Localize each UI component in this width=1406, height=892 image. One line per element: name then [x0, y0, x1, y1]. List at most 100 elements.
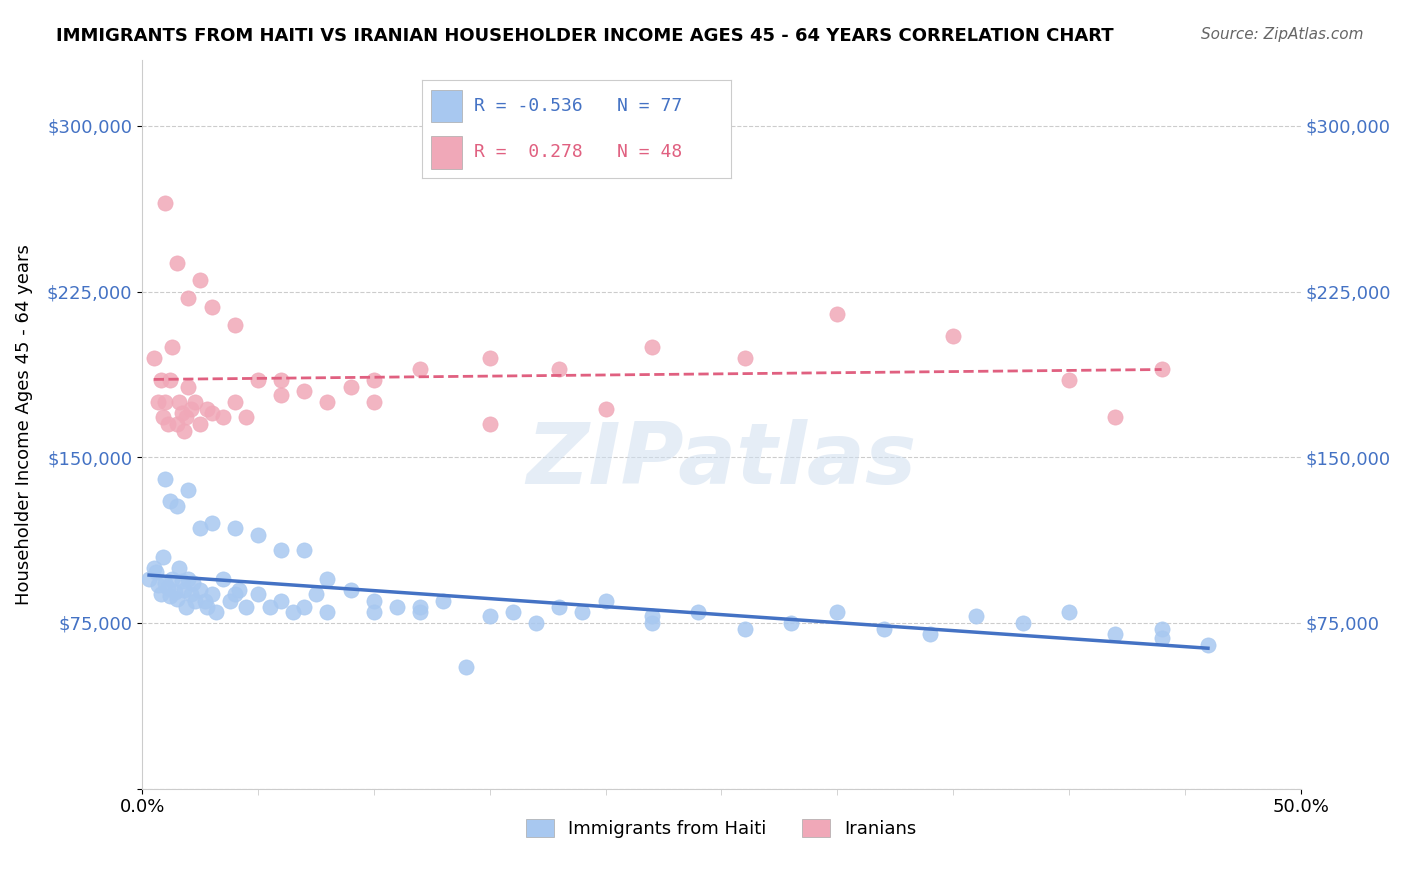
- Point: [167, 560, 190, 574]
- Point: [180, 401, 202, 416]
- Point: [502, 605, 524, 619]
- Point: [965, 609, 987, 624]
- Point: [224, 318, 246, 332]
- Point: [166, 591, 188, 606]
- Point: [270, 388, 292, 402]
- Point: [235, 410, 257, 425]
- Point: [224, 521, 246, 535]
- Point: [177, 291, 200, 305]
- Point: [918, 627, 941, 641]
- Point: [1197, 638, 1219, 652]
- Point: [174, 600, 197, 615]
- Point: [595, 401, 617, 416]
- Point: [246, 373, 269, 387]
- Point: [548, 362, 571, 376]
- Point: [1011, 615, 1033, 630]
- Point: [201, 300, 224, 314]
- Point: [363, 594, 385, 608]
- Point: [734, 351, 756, 365]
- Point: [688, 605, 710, 619]
- Point: [148, 578, 170, 592]
- Point: [305, 587, 328, 601]
- Point: [166, 499, 188, 513]
- Point: [641, 340, 664, 354]
- Text: IMMIGRANTS FROM HAITI VS IRANIAN HOUSEHOLDER INCOME AGES 45 - 64 YEARS CORRELATI: IMMIGRANTS FROM HAITI VS IRANIAN HOUSEHO…: [56, 27, 1114, 45]
- Point: [1104, 627, 1126, 641]
- Point: [942, 328, 965, 343]
- Text: R = -0.536: R = -0.536: [474, 97, 583, 115]
- Point: [219, 594, 242, 608]
- Point: [212, 572, 235, 586]
- Point: [224, 587, 246, 601]
- Point: [149, 587, 172, 601]
- Point: [1057, 605, 1080, 619]
- Point: [138, 572, 160, 586]
- Text: N = 77: N = 77: [617, 97, 682, 115]
- Point: [142, 351, 165, 365]
- Point: [181, 576, 204, 591]
- Point: [246, 527, 269, 541]
- Point: [188, 273, 211, 287]
- Point: [432, 594, 454, 608]
- Point: [641, 609, 664, 624]
- Point: [456, 660, 478, 674]
- Point: [184, 395, 207, 409]
- Point: [180, 587, 202, 601]
- Text: ZIPatlas: ZIPatlas: [526, 419, 917, 502]
- Point: [363, 395, 385, 409]
- Point: [409, 600, 432, 615]
- Point: [212, 410, 235, 425]
- Point: [339, 582, 361, 597]
- Legend: Immigrants from Haiti, Iranians: Immigrants from Haiti, Iranians: [519, 812, 924, 845]
- Point: [159, 494, 181, 508]
- Point: [156, 417, 179, 431]
- Point: [152, 410, 174, 425]
- Point: [316, 605, 339, 619]
- Point: [170, 406, 193, 420]
- Point: [571, 605, 593, 619]
- Point: [228, 582, 250, 597]
- Point: [174, 410, 197, 425]
- Point: [155, 576, 177, 591]
- Point: [177, 483, 200, 498]
- Point: [195, 600, 218, 615]
- Point: [281, 605, 304, 619]
- Point: [825, 307, 848, 321]
- Point: [409, 362, 432, 376]
- Text: N = 48: N = 48: [617, 144, 682, 161]
- Point: [201, 516, 224, 531]
- Point: [205, 605, 228, 619]
- Point: [292, 384, 315, 398]
- Point: [292, 600, 315, 615]
- Point: [1057, 373, 1080, 387]
- Point: [292, 543, 315, 558]
- Point: [163, 585, 186, 599]
- Point: [548, 600, 571, 615]
- Point: [1150, 362, 1173, 376]
- Point: [142, 560, 165, 574]
- Point: [152, 549, 174, 564]
- Point: [156, 581, 179, 595]
- Point: [155, 395, 177, 409]
- Point: [1150, 632, 1173, 646]
- Point: [166, 417, 188, 431]
- Point: [201, 406, 224, 420]
- Point: [166, 256, 188, 270]
- Point: [149, 373, 172, 387]
- Point: [270, 543, 292, 558]
- Point: [170, 574, 193, 588]
- Point: [177, 379, 200, 393]
- Point: [316, 395, 339, 409]
- Point: [145, 565, 167, 579]
- Point: [478, 417, 501, 431]
- Point: [235, 600, 257, 615]
- Point: [363, 373, 385, 387]
- Point: [478, 609, 501, 624]
- Point: [641, 615, 664, 630]
- Point: [478, 351, 501, 365]
- Point: [1104, 410, 1126, 425]
- Point: [316, 572, 339, 586]
- Point: [148, 395, 170, 409]
- Y-axis label: Householder Income Ages 45 - 64 years: Householder Income Ages 45 - 64 years: [15, 244, 32, 605]
- Point: [177, 572, 200, 586]
